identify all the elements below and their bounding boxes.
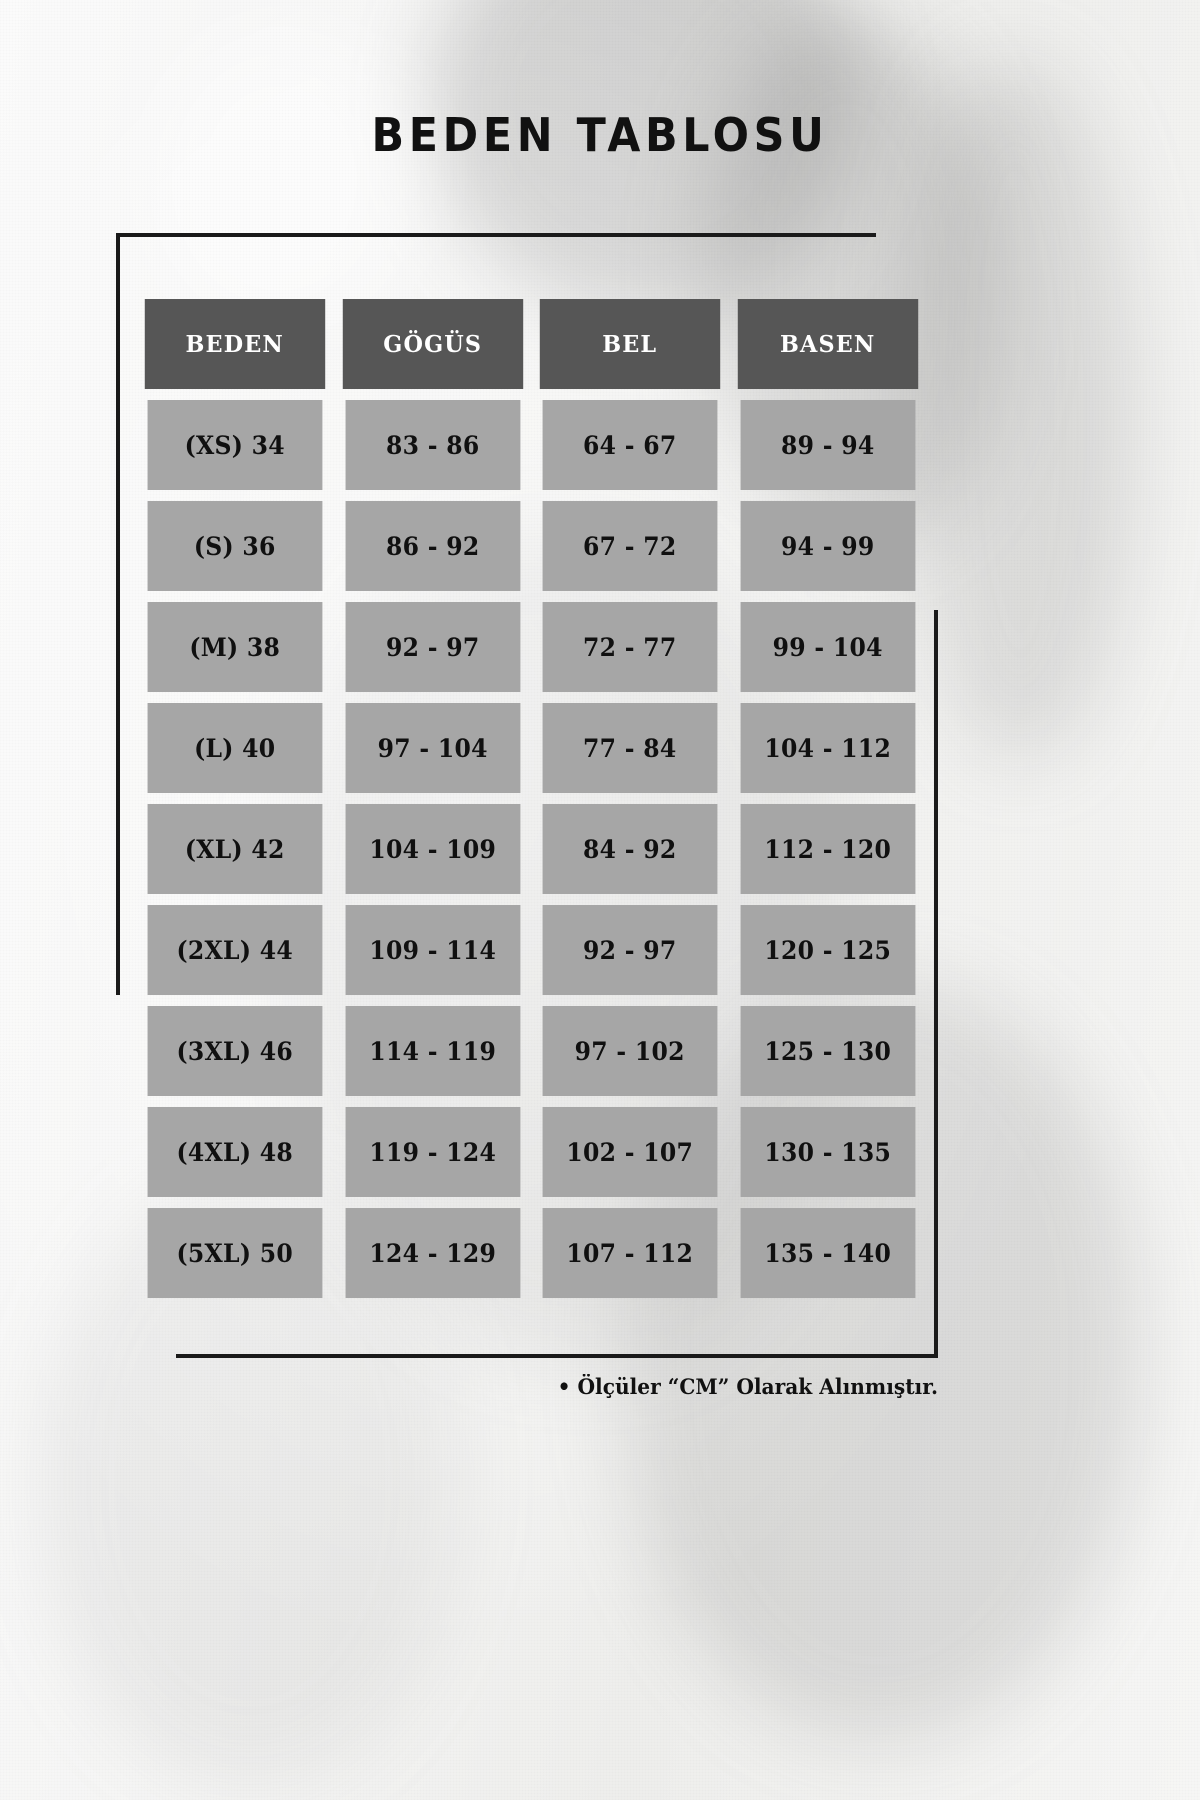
table-row: (S) 36 [147,501,322,591]
table-row: 102 - 107 [542,1107,717,1197]
table-row: 125 - 130 [740,1006,915,1096]
table-row: (XL) 42 [147,804,322,894]
frame-rule-bottom [176,1354,938,1358]
table-row: 119 - 124 [345,1107,520,1197]
table-row: 120 - 125 [740,905,915,995]
table-row: 86 - 92 [345,501,520,591]
table-row: 84 - 92 [542,804,717,894]
table-row: 109 - 114 [345,905,520,995]
table-row: 67 - 72 [542,501,717,591]
column-header-bel: BEL [539,299,720,389]
table-row: 89 - 94 [740,400,915,490]
column-header-beden: BEDEN [144,299,325,389]
table-row: (5XL) 50 [147,1208,322,1298]
table-row: (2XL) 44 [147,905,322,995]
frame-rule-top [118,233,876,237]
frame-rule-right [934,610,938,1354]
table-row: 99 - 104 [740,602,915,692]
frame-rule-left [116,233,120,995]
table-row: 112 - 120 [740,804,915,894]
table-row: 64 - 67 [542,400,717,490]
table-row: 77 - 84 [542,703,717,793]
table-row: 97 - 104 [345,703,520,793]
table-row: 107 - 112 [542,1208,717,1298]
column-header-basen: BASEN [737,299,918,389]
table-row: (L) 40 [147,703,322,793]
table-row: 94 - 99 [740,501,915,591]
table-row: 135 - 140 [740,1208,915,1298]
table-row: 130 - 135 [740,1107,915,1197]
table-row: 104 - 112 [740,703,915,793]
table-row: 92 - 97 [345,602,520,692]
column-header-gogus: GÖGÜS [342,299,523,389]
table-row: 114 - 119 [345,1006,520,1096]
table-row: (4XL) 48 [147,1107,322,1197]
table-row: (XS) 34 [147,400,322,490]
page-title: BEDEN TABLOSU [371,108,829,162]
table-row: (M) 38 [147,602,322,692]
table-row: 92 - 97 [542,905,717,995]
table-row: 97 - 102 [542,1006,717,1096]
table-row: 124 - 129 [345,1208,520,1298]
table-row: 104 - 109 [345,804,520,894]
table-row: (3XL) 46 [147,1006,322,1096]
size-table: BEDEN GÖGÜS BEL BASEN (XS) 34 83 - 86 64… [142,299,920,1298]
measurement-unit-note: • Ölçüler “CM” Olarak Alınmıştır. [557,1374,938,1399]
table-row: 72 - 77 [542,602,717,692]
table-row: 83 - 86 [345,400,520,490]
